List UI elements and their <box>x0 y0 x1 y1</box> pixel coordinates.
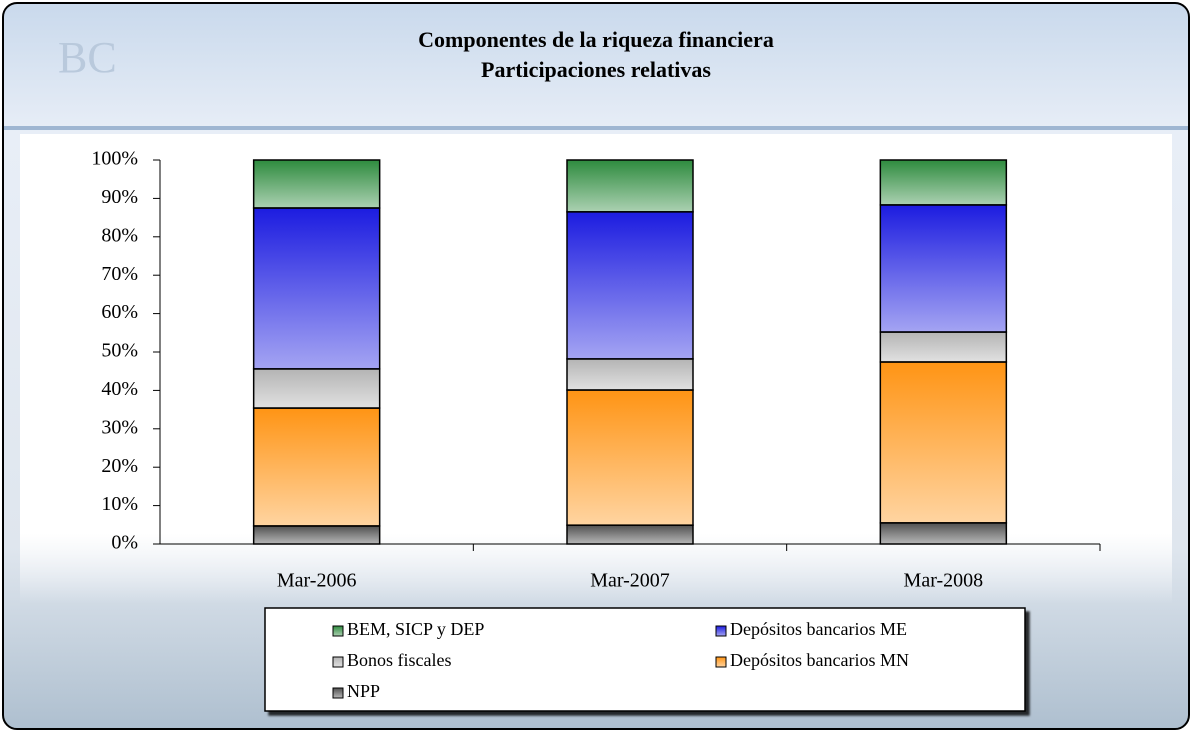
y-tick-label: 40% <box>101 378 138 400</box>
legend-swatch <box>333 626 343 636</box>
y-tick-label: 100% <box>91 148 138 170</box>
bar-segment <box>880 362 1006 523</box>
y-tick-label: 10% <box>101 493 138 515</box>
chart-subtitle: Participaciones relativas <box>481 57 711 82</box>
bar-segment <box>254 408 380 526</box>
bar-segment <box>254 160 380 208</box>
x-tick-label: Mar-2006 <box>277 570 357 592</box>
bar-segment <box>880 523 1006 544</box>
y-tick-label: 30% <box>101 416 138 438</box>
y-tick-label: 80% <box>101 224 138 246</box>
legend-swatch <box>716 626 726 636</box>
y-tick-label: 20% <box>101 455 138 477</box>
y-tick-label: 0% <box>111 532 138 554</box>
legend-label: Depósitos bancarios ME <box>730 619 907 639</box>
legend-label: NPP <box>347 681 380 701</box>
chart-title: Componentes de la riqueza financiera <box>418 27 774 52</box>
y-tick-label: 50% <box>101 340 138 362</box>
y-tick-label: 90% <box>101 186 138 208</box>
header-rule <box>4 126 1188 130</box>
logo: BC <box>58 33 117 82</box>
legend-swatch <box>716 657 726 667</box>
bar-segment <box>567 390 693 525</box>
legend-label: Depósitos bancarios MN <box>730 650 909 670</box>
bar-segment <box>880 205 1006 332</box>
bar-segment <box>567 160 693 212</box>
x-tick-label: Mar-2007 <box>590 570 670 592</box>
bar-segment <box>880 332 1006 362</box>
bar-segment <box>567 359 693 390</box>
x-tick-label: Mar-2008 <box>904 570 984 592</box>
bar-segment <box>567 212 693 359</box>
bar-segment <box>567 525 693 544</box>
y-tick-label: 70% <box>101 263 138 285</box>
legend-swatch <box>333 657 343 667</box>
y-tick-label: 60% <box>101 301 138 323</box>
bar-segment <box>254 208 380 369</box>
legend-label: Bonos fiscales <box>347 650 451 670</box>
legend-swatch <box>333 688 343 698</box>
legend-label: BEM, SICP y DEP <box>347 619 484 639</box>
bar-segment <box>254 526 380 544</box>
slide: BC Componentes de la riqueza financiera … <box>0 0 1192 732</box>
bar-segment <box>254 369 380 408</box>
bar-segment <box>880 160 1006 205</box>
